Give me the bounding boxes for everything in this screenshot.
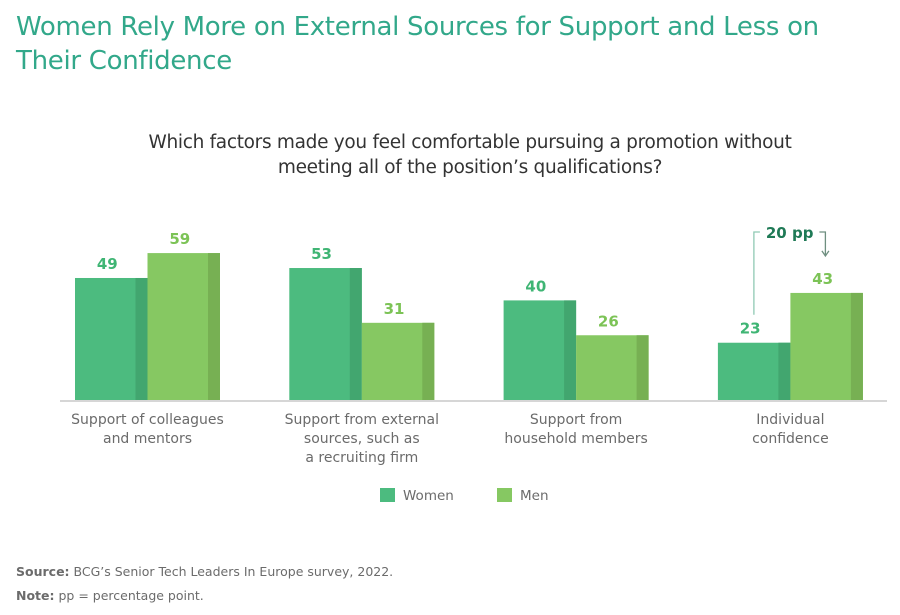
category-label-0-line-1: and mentors <box>103 431 192 447</box>
value-label-women-0: 49 <box>97 255 118 273</box>
category-label-1-line-2: a recruiting firm <box>305 450 418 466</box>
note-label: Note: <box>16 588 55 603</box>
category-label-3-line-1: confidence <box>752 431 829 447</box>
source-label: Source: <box>16 564 70 579</box>
bar-women-3 <box>717 342 791 400</box>
chart-title: Women Rely More on External Sources for … <box>16 12 819 76</box>
bar-shade-men-0 <box>208 253 220 400</box>
legend-swatch-women <box>380 488 395 502</box>
category-label-0-line-0: Support of colleagues <box>71 412 224 428</box>
annotation-group: 20 pp <box>753 224 830 315</box>
value-label-men-1: 31 <box>384 300 405 318</box>
annotation-label: 20 pp <box>766 224 814 242</box>
bar-shade-women-1 <box>349 268 362 400</box>
bar-women-2 <box>503 300 577 400</box>
source-note: Source: BCG’s Senior Tech Leaders In Eur… <box>16 564 393 579</box>
legend: Women Men <box>380 488 549 504</box>
value-label-men-0: 59 <box>169 230 190 248</box>
bar-chart: 49 59 Support of colleagues and mentors 53 31… <box>60 224 887 504</box>
annotation-bracket-right <box>819 231 827 255</box>
bar-men-0 <box>147 253 220 400</box>
category-label-2-line-0: Support from <box>530 412 622 428</box>
bar-men-2 <box>576 335 649 400</box>
footnote: Note: pp = percentage point. <box>16 588 204 603</box>
legend-label-men: Men <box>520 488 549 504</box>
bar-women-0 <box>75 277 148 400</box>
value-label-women-2: 40 <box>525 277 546 295</box>
source-text: BCG’s Senior Tech Leaders In Europe surv… <box>69 564 394 579</box>
value-label-men-2: 26 <box>598 312 619 330</box>
bar-men-1 <box>361 322 435 400</box>
bar-shade-men-3 <box>850 292 863 400</box>
bar-shade-women-2 <box>564 300 577 400</box>
category-label-3-line-0: Individual <box>756 412 824 428</box>
bar-shade-men-1 <box>422 322 435 400</box>
category-label-2-line-1: household members <box>504 431 647 447</box>
value-label-women-3: 23 <box>740 320 761 338</box>
annotation-bracket-left <box>753 231 760 315</box>
value-label-men-3: 43 <box>812 270 833 288</box>
category-label-1-line-1: sources, such as <box>304 431 420 447</box>
bar-shade-women-3 <box>778 342 791 400</box>
note-text: pp = percentage point. <box>54 588 204 603</box>
bar-women-1 <box>289 268 362 400</box>
legend-label-women: Women <box>403 488 454 504</box>
category-label-1-line-0: Support from external <box>285 412 439 428</box>
value-label-women-1: 53 <box>311 245 332 263</box>
labels-group: 49 59 Support of colleagues and mentors 53 31… <box>71 230 833 466</box>
bars-group <box>75 253 863 400</box>
chart-question: Which factors made you feel comfortable … <box>148 132 792 178</box>
bar-shade-women-0 <box>135 277 148 400</box>
bar-men-3 <box>790 292 863 400</box>
legend-swatch-men <box>497 488 512 502</box>
bar-shade-men-2 <box>636 335 649 400</box>
annotation-arrow-icon <box>821 250 830 258</box>
